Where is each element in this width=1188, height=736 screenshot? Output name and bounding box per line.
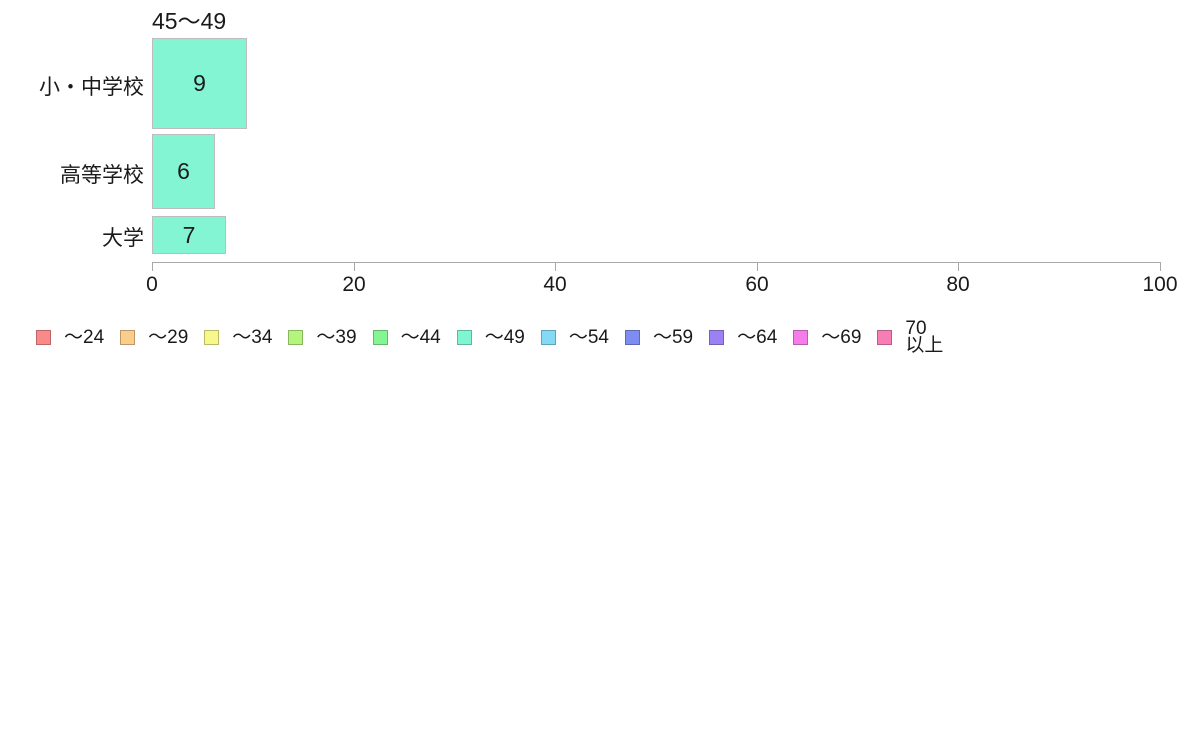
legend-item: 〜24: [36, 326, 105, 348]
legend-color-swatch: [793, 329, 809, 345]
bar: 6: [152, 134, 215, 209]
category-label: 小・中学校: [39, 75, 144, 99]
x-axis-tick: [757, 262, 758, 271]
legend-label: 70 以上: [905, 318, 944, 356]
legend-label: 〜69: [821, 326, 862, 348]
chart-title: 45〜49: [152, 8, 227, 34]
legend-label: 〜59: [652, 326, 694, 348]
x-axis-tick: [555, 262, 556, 271]
bar: 9: [152, 38, 247, 129]
legend-item: 〜69: [793, 326, 862, 348]
legend-color-swatch: [36, 329, 51, 345]
legend-label: 〜39: [316, 326, 357, 348]
legend: 〜24 〜29 〜34 〜39 〜44 〜49 〜54 〜59 〜64 〜69 70 以上: [36, 318, 944, 356]
legend-item: 〜39: [288, 326, 357, 348]
legend-color-swatch: [372, 329, 388, 345]
legend-label: 〜34: [232, 326, 273, 348]
legend-item: 〜54: [540, 326, 609, 348]
legend-label: 〜24: [64, 326, 105, 348]
bar-value: 9: [193, 70, 206, 96]
x-axis-tick: [152, 262, 153, 271]
x-axis-line: [152, 262, 1161, 263]
legend-color-swatch: [204, 329, 220, 345]
legend-label: 〜49: [484, 326, 525, 348]
legend-item: 〜29: [120, 326, 189, 348]
legend-item: 〜64: [709, 326, 778, 348]
legend-color-swatch: [540, 329, 556, 345]
legend-item: 〜59: [624, 326, 694, 348]
x-axis-tick-label: 60: [745, 273, 769, 296]
bar-value: 6: [177, 158, 190, 184]
legend-label: 〜64: [737, 326, 778, 348]
x-axis-tick-label: 40: [543, 273, 567, 296]
legend-color-swatch: [709, 329, 725, 345]
legend-color-swatch: [120, 329, 136, 345]
legend-item: 〜34: [204, 326, 273, 348]
x-axis-tick: [354, 262, 355, 271]
category-label: 大学: [102, 227, 144, 250]
legend-color-swatch: [624, 329, 640, 345]
x-axis-tick-label: 0: [146, 273, 158, 296]
legend-item: 70 以上: [877, 318, 944, 356]
x-axis-tick-label: 100: [1142, 273, 1178, 296]
legend-item: 〜44: [372, 326, 441, 348]
legend-color-swatch: [288, 329, 304, 345]
legend-color-swatch: [456, 329, 472, 345]
x-axis-tick: [958, 262, 959, 271]
legend-label: 〜54: [568, 326, 609, 348]
bar-value: 7: [182, 221, 196, 248]
legend-item: 〜49: [456, 326, 525, 348]
legend-label: 〜44: [400, 326, 441, 348]
x-axis-tick-label: 80: [946, 273, 970, 296]
legend-color-swatch: [877, 329, 893, 345]
bar: 7: [152, 216, 226, 254]
category-label: 高等学校: [60, 163, 144, 187]
legend-label: 〜29: [148, 326, 189, 348]
x-axis-tick: [1160, 262, 1161, 271]
x-axis-tick-label: 20: [342, 273, 366, 296]
